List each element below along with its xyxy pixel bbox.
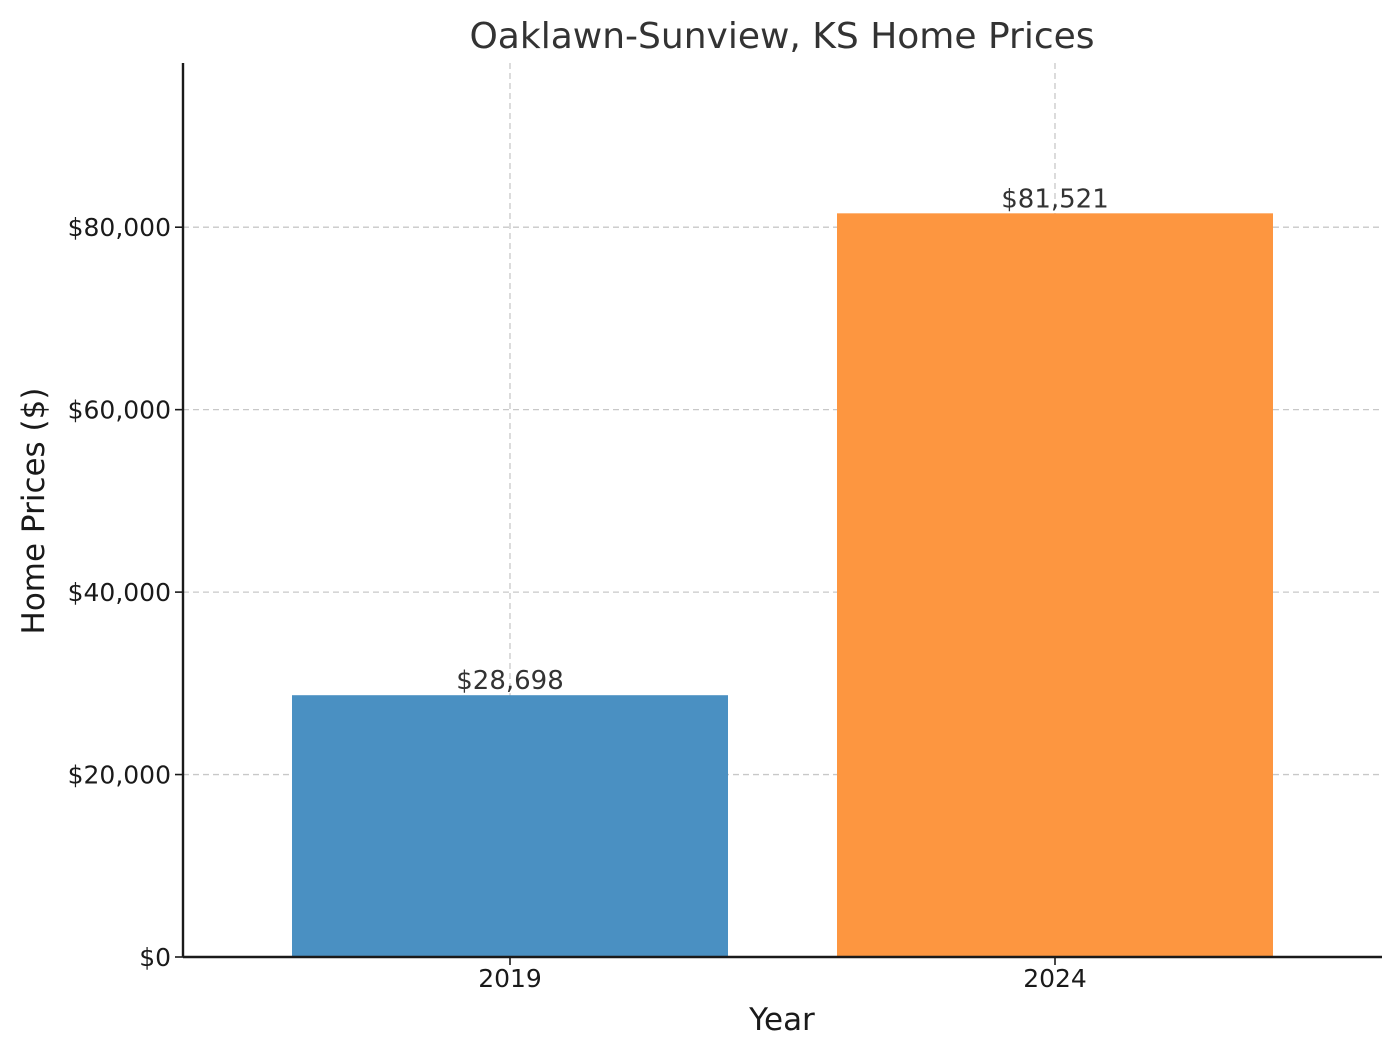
x-tick-label: 2019 — [478, 964, 542, 993]
bar-2019 — [292, 695, 728, 957]
y-tick-label: $80,000 — [68, 213, 171, 242]
axis-layer — [175, 63, 1382, 965]
x-tick-label: 2024 — [1023, 964, 1087, 993]
x-axis-label: Year — [748, 1002, 815, 1038]
y-tick-label: $60,000 — [68, 396, 171, 425]
chart-title: Oaklawn-Sunview, KS Home Prices — [469, 16, 1094, 57]
y-tick-label: $20,000 — [68, 761, 171, 790]
y-tick-label: $40,000 — [68, 578, 171, 607]
label-layer: $28,698 $81,521 $0 $20,000 $40,000 $60,000 $80… — [68, 184, 1109, 993]
bar-2024 — [837, 213, 1273, 957]
bar-layer — [292, 213, 1273, 957]
bar-value-label: $28,698 — [456, 666, 564, 696]
y-axis-label: Home Prices ($) — [16, 388, 52, 635]
bar-value-label: $81,521 — [1001, 184, 1109, 214]
y-tick-label: $0 — [139, 943, 171, 972]
